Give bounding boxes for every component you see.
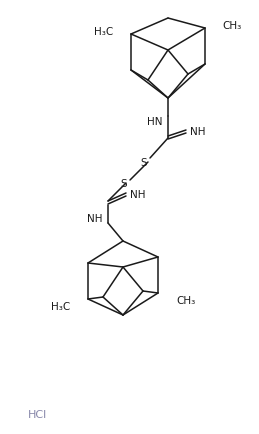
Text: NH: NH — [87, 214, 102, 224]
Text: NH: NH — [130, 190, 146, 200]
Text: S: S — [141, 158, 147, 168]
Text: NH: NH — [190, 127, 205, 137]
Text: S: S — [121, 179, 127, 189]
Text: HN: HN — [147, 117, 163, 127]
Text: CH₃: CH₃ — [222, 21, 241, 31]
Text: H₃C: H₃C — [94, 27, 113, 37]
Text: H₃C: H₃C — [51, 302, 70, 312]
Text: HCl: HCl — [28, 410, 47, 420]
Text: CH₃: CH₃ — [176, 296, 195, 306]
